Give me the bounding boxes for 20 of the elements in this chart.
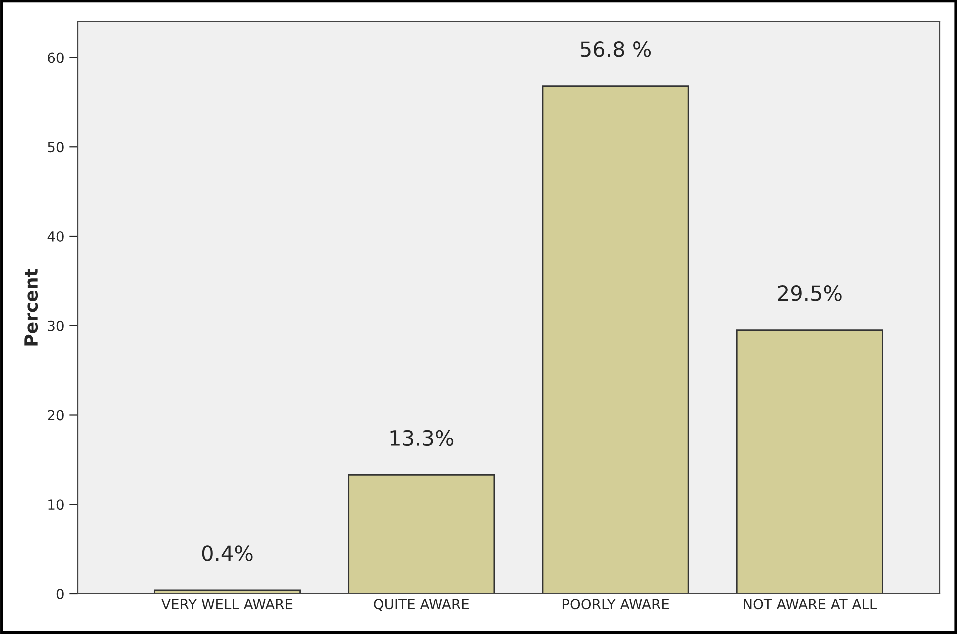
y-tick-label: 0 (56, 588, 64, 600)
x-tick-label: VERY WELL AWARE (162, 599, 293, 610)
y-tick-label: 10 (48, 500, 64, 510)
bar (348, 474, 496, 594)
data-label: 56.8 % (580, 42, 652, 58)
y-tick-label: 60 (48, 52, 64, 64)
bar (542, 86, 690, 594)
y-tick-label: 20 (48, 410, 64, 421)
bar (736, 330, 884, 594)
bar (154, 590, 301, 594)
y-tick-label: 40 (48, 231, 64, 242)
y-tick-label: 50 (48, 142, 64, 153)
data-label: 29.5% (778, 286, 842, 302)
x-tick-label: NOT AWARE AT ALL (744, 599, 878, 610)
x-tick-label: QUITE AWARE (374, 599, 469, 612)
x-tick-label: POORLY AWARE (562, 599, 670, 610)
data-label: 13.3% (390, 430, 454, 446)
y-tick-label: 30 (48, 320, 64, 332)
data-label: 0.4% (202, 546, 253, 562)
y-axis-title: Percent (24, 269, 38, 346)
